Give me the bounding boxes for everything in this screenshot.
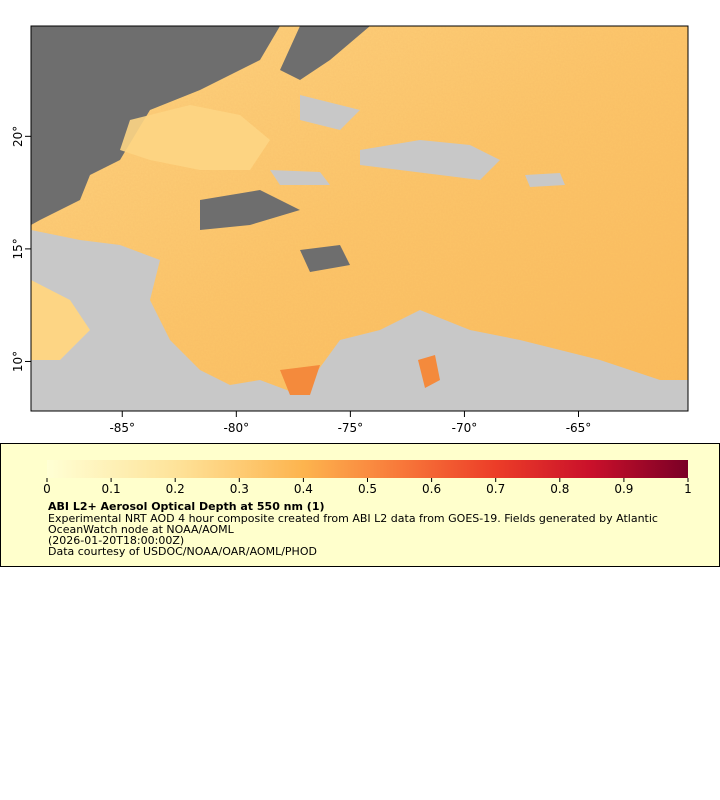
y-tick-label: 15° xyxy=(11,238,25,259)
x-tick-label: -85° xyxy=(109,421,135,435)
no-data xyxy=(200,190,300,230)
map-frame xyxy=(30,25,689,412)
colorbar-tick-label: 0.4 xyxy=(294,482,313,496)
legend-line: OceanWatch node at NOAA/AOML xyxy=(48,523,235,536)
colorbar xyxy=(47,460,688,478)
aod-patch xyxy=(31,280,90,360)
legend-title: ABI L2+ Aerosol Optical Depth at 550 nm … xyxy=(48,500,325,513)
colorbar-axis: 0 0.1 0.2 0.3 0.4 0.5 0.6 0.7 0.8 0.9 1 xyxy=(43,478,692,496)
axes: -85° -80° -75° -70° -65° 10° 15° 20° xyxy=(11,126,591,435)
no-data xyxy=(280,26,370,80)
colorbar-tick-label: 0.7 xyxy=(486,482,505,496)
legend-line: (2026-01-20T18:00:00Z) xyxy=(48,534,184,547)
aod-patch xyxy=(120,105,270,170)
land xyxy=(360,140,500,180)
land xyxy=(270,170,330,185)
colorbar-tick-label: 0.6 xyxy=(422,482,441,496)
colorbar-tick-label: 0.5 xyxy=(358,482,377,496)
land xyxy=(525,173,565,187)
x-tick-label: -80° xyxy=(224,421,250,435)
colorbar-tick-label: 0.8 xyxy=(550,482,569,496)
land xyxy=(300,95,360,130)
legend-line: Experimental NRT AOD 4 hour composite cr… xyxy=(48,512,658,525)
aod-patch xyxy=(418,355,440,388)
no-data xyxy=(31,26,280,225)
aod-patch xyxy=(280,365,320,395)
colorbar-tick-label: 0.1 xyxy=(102,482,121,496)
colorbar-tick-label: 0.3 xyxy=(230,482,249,496)
x-tick-label: -65° xyxy=(566,421,592,435)
legend-lines: Experimental NRT AOD 4 hour composite cr… xyxy=(48,512,658,558)
x-tick-label: -75° xyxy=(338,421,364,435)
y-tick-label: 10° xyxy=(11,351,25,372)
colorbar-tick-label: 0.2 xyxy=(166,482,185,496)
y-tick-label: 20° xyxy=(11,126,25,147)
legend-line: Data courtesy of USDOC/NOAA/OAR/AOML/PHO… xyxy=(48,545,317,558)
x-tick-label: -70° xyxy=(452,421,478,435)
no-data xyxy=(300,245,350,272)
land xyxy=(31,230,688,411)
colorbar-tick-label: 0.9 xyxy=(614,482,633,496)
colorbar-tick-label: 1 xyxy=(684,482,692,496)
colorbar-tick-label: 0 xyxy=(43,482,51,496)
map-raster xyxy=(31,26,688,411)
